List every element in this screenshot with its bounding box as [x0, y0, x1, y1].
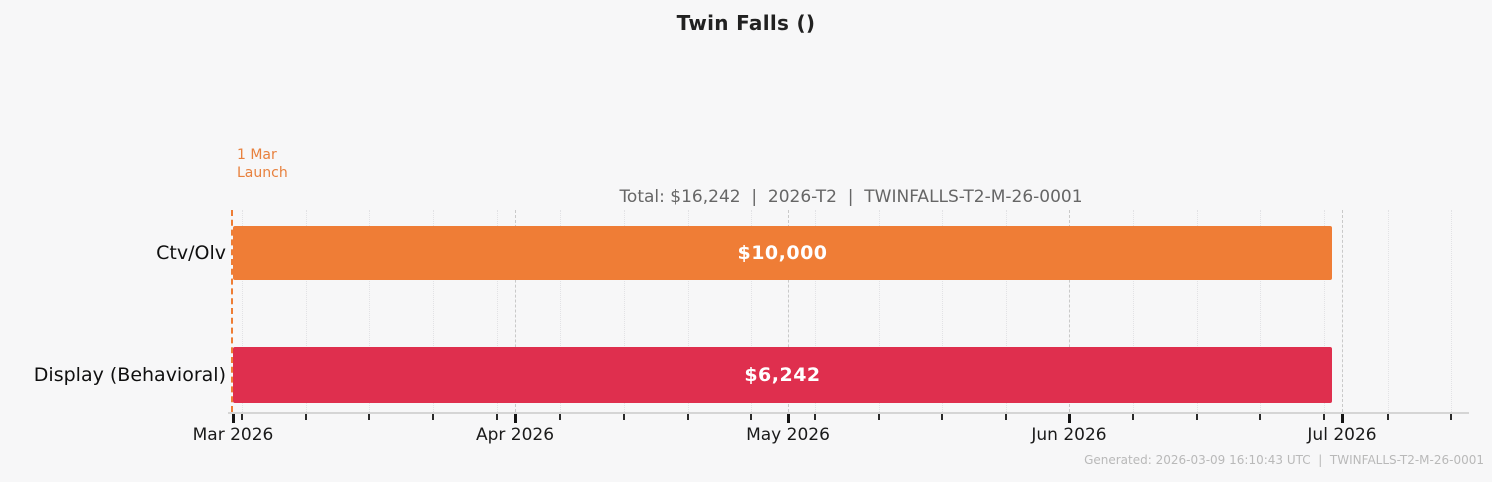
week-gridline	[1133, 210, 1134, 412]
chart-title: Twin Falls ()	[676, 11, 816, 35]
bar-value-label: $10,000	[737, 242, 828, 264]
week-gridline	[1197, 210, 1198, 412]
axis-tick-minor	[1323, 414, 1325, 420]
launch-annotation-date: 1 Mar	[237, 147, 277, 163]
axis-tick-minor	[1259, 414, 1261, 420]
axis-tick-minor	[241, 414, 243, 420]
week-gridline	[1006, 210, 1007, 412]
generated-footer: Generated: 2026-03-09 16:10:43 UTC | TWI…	[1084, 453, 1484, 467]
month-gridline	[1069, 210, 1070, 412]
axis-tick-minor	[1196, 414, 1198, 420]
axis-tick-minor	[432, 414, 434, 420]
week-gridline	[1324, 210, 1325, 412]
week-gridline	[815, 210, 816, 412]
week-gridline	[1451, 210, 1452, 412]
x-tick-label: Apr 2026	[475, 425, 555, 445]
week-gridline	[624, 210, 625, 412]
axis-tick-minor	[1387, 414, 1389, 420]
week-gridline	[1260, 210, 1261, 412]
axis-tick-minor	[305, 414, 307, 420]
axis-tick-major	[787, 414, 790, 423]
month-gridline	[788, 210, 789, 412]
summary-line: Total: $16,242 | 2026-T2 | TWINFALLS-T2-…	[619, 187, 1083, 207]
week-gridline	[1388, 210, 1389, 412]
week-gridline	[942, 210, 943, 412]
axis-tick-minor	[1132, 414, 1134, 420]
week-gridline	[879, 210, 880, 412]
axis-tick-major	[1068, 414, 1071, 423]
month-gridline	[515, 210, 516, 412]
x-tick-label: Mar 2026	[192, 425, 274, 445]
axis-tick-minor	[496, 414, 498, 420]
flight-bar-ctv-olv: $10,000	[233, 226, 1332, 280]
axis-tick-minor	[941, 414, 943, 420]
week-gridline	[497, 210, 498, 412]
axis-tick-minor	[1005, 414, 1007, 420]
week-gridline	[306, 210, 307, 412]
week-gridline	[369, 210, 370, 412]
week-gridline	[751, 210, 752, 412]
row-label-ctv-olv: Ctv/Olv	[156, 242, 226, 264]
launch-annotation-label: Launch	[237, 165, 288, 181]
axis-tick-major	[1341, 414, 1344, 423]
axis-tick-major	[514, 414, 517, 423]
x-tick-label: Jun 2026	[1031, 425, 1107, 445]
axis-tick-minor	[687, 414, 689, 420]
x-tick-label: Jul 2026	[1307, 425, 1377, 445]
flight-bar-display-behavioral: $6,242	[233, 347, 1332, 403]
week-gridline	[433, 210, 434, 412]
row-label-display-behavioral: Display (Behavioral)	[33, 364, 226, 386]
month-gridline	[1342, 210, 1343, 412]
axis-tick-minor	[559, 414, 561, 420]
axis-tick-minor	[1450, 414, 1452, 420]
week-gridline	[560, 210, 561, 412]
week-gridline	[688, 210, 689, 412]
axis-tick-major	[232, 414, 235, 423]
week-gridline	[242, 210, 243, 412]
bar-value-label: $6,242	[744, 364, 821, 386]
launch-annotation: 1 Mar Launch	[237, 146, 288, 182]
axis-tick-minor	[878, 414, 880, 420]
axis-tick-minor	[814, 414, 816, 420]
axis-tick-minor	[623, 414, 625, 420]
x-axis-line	[228, 412, 1469, 414]
launch-marker-line	[231, 210, 233, 412]
axis-tick-minor	[750, 414, 752, 420]
axis-tick-minor	[368, 414, 370, 420]
x-tick-label: May 2026	[746, 425, 830, 445]
